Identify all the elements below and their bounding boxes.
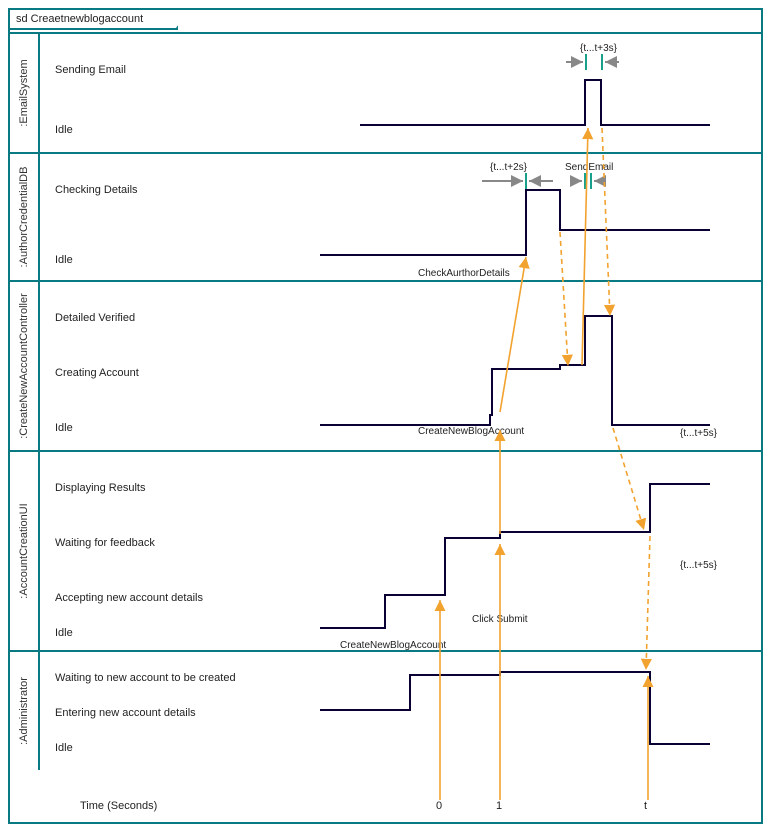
annotation: {t...t+3s} [580,43,617,54]
lane-label-strip: :AccountCreationUI [10,452,40,650]
time-tick-label: 0 [436,800,442,812]
diagram-title: sd Creaetnewblogaccount [16,13,143,25]
state-label: Waiting for feedback [55,537,155,549]
annotation: Click Submit [472,614,528,625]
state-label: Detailed Verified [55,312,135,324]
annotation: SendEmail [565,162,613,173]
state-label: Checking Details [55,184,138,196]
lane-label-strip: :AuthorCredentialDB [10,154,40,280]
timing-diagram: sd Creaetnewblogaccount :EmailSystem Send… [8,8,763,824]
state-label: Creating Account [55,367,139,379]
annotation: CreateNewBlogAccount [418,426,524,437]
lane-label: :CreateNewAccountController [18,293,30,439]
annotation: {t...t+2s} [490,162,527,173]
state-label: Idle [55,254,73,266]
lane-authorcredentialdb: :AuthorCredentialDB Checking Details Idle [10,152,761,280]
annotation: CreateNewBlogAccount [340,640,446,651]
state-label: Sending Email [55,64,126,76]
annotation: CheckAurthorDetails [418,268,510,279]
state-label: Displaying Results [55,482,145,494]
lane-label-strip: :EmailSystem [10,34,40,152]
state-label: Idle [55,742,73,754]
annotation: {t...t+5s} [680,428,717,439]
time-axis-label: Time (Seconds) [80,800,157,812]
state-label: Idle [55,124,73,136]
state-label: Entering new account details [55,707,196,719]
lane-label-strip: :Administrator [10,652,40,770]
lane-label: :AccountCreationUI [18,503,30,598]
annotation: {t...t+5s} [680,560,717,571]
diagram-title-tab: sd Creaetnewblogaccount [8,8,178,30]
state-label: Accepting new account details [55,592,203,604]
time-tick-label: t [644,800,647,812]
lane-accountcreationui: :AccountCreationUI Displaying Results Wait… [10,450,761,650]
lane-label: :Administrator [18,677,30,745]
state-label: Idle [55,422,73,434]
state-label: Idle [55,627,73,639]
time-tick-label: 1 [496,800,502,812]
lane-createnewaccountcontroller: :CreateNewAccountController Detailed Veri… [10,280,761,450]
lane-administrator: :Administrator Waiting to new account to … [10,650,761,770]
lane-label: :EmailSystem [18,59,30,126]
lane-label: :AuthorCredentialDB [18,167,30,268]
lane-emailsystem: :EmailSystem Sending Email Idle [10,32,761,152]
state-label: Waiting to new account to be created [55,672,236,684]
lane-label-strip: :CreateNewAccountController [10,282,40,450]
